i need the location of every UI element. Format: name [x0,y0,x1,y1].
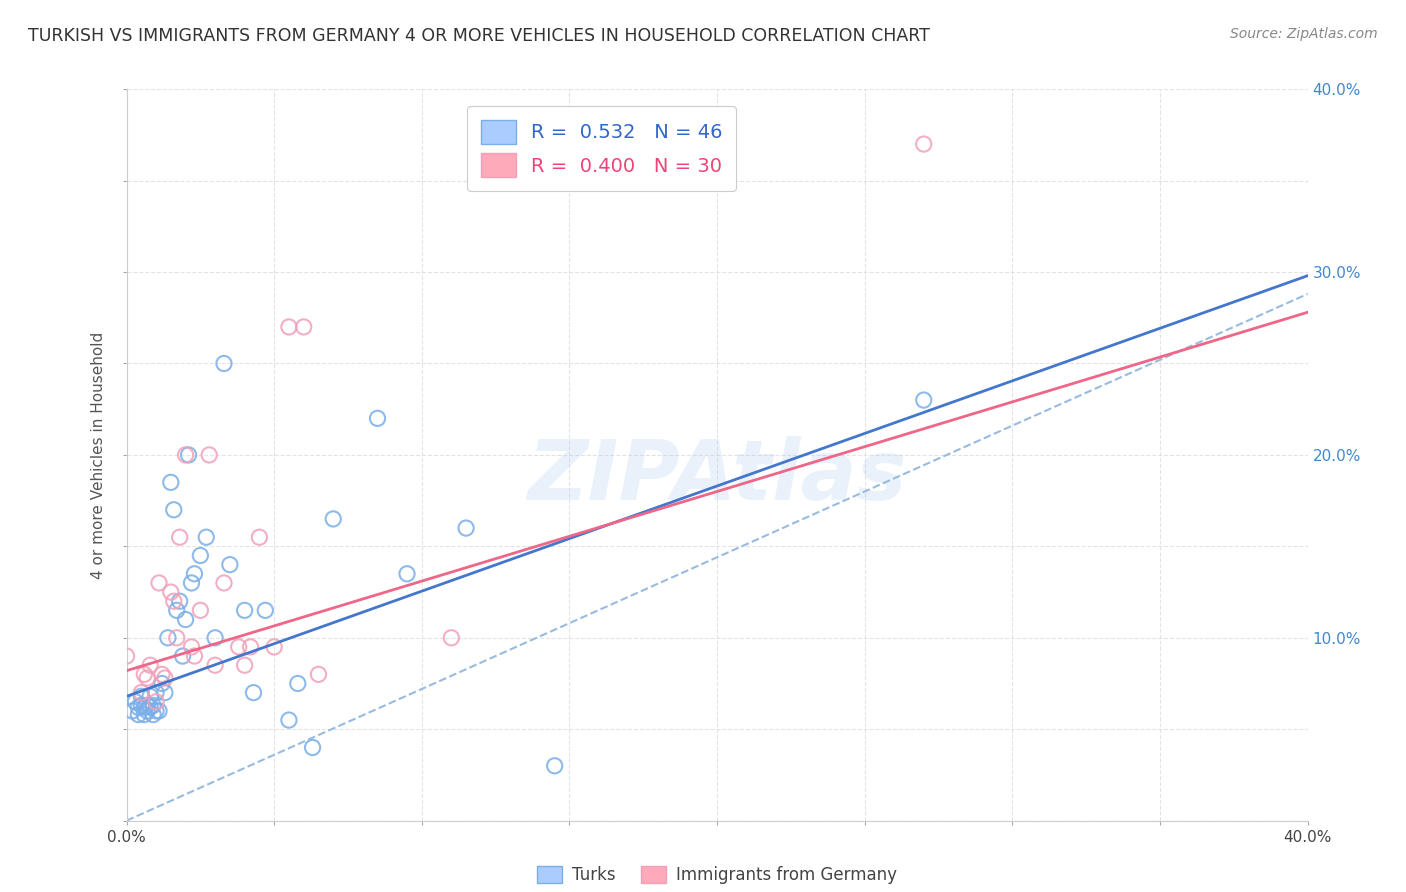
Point [543,758,565,772]
Point [127,707,149,722]
Point [440,631,463,645]
Point [183,566,205,581]
Point [134,707,156,722]
Point [219,558,242,572]
Point [115,649,138,664]
Point [174,613,197,627]
Point [204,658,226,673]
Point [307,667,329,681]
Point [153,685,176,699]
Legend: Turks, Immigrants from Germany: Turks, Immigrants from Germany [529,858,905,892]
Point [142,707,165,722]
Point [166,631,188,645]
Point [366,411,388,425]
Y-axis label: 4 or more Vehicles in Household: 4 or more Vehicles in Household [91,331,107,579]
Point [180,640,202,654]
Point [127,700,149,714]
Point [163,502,186,516]
Point [292,320,315,334]
Text: Source: ZipAtlas.com: Source: ZipAtlas.com [1230,27,1378,41]
Point [204,631,226,645]
Point [159,475,183,490]
Point [174,448,197,462]
Point [212,356,235,371]
Text: TURKISH VS IMMIGRANTS FROM GERMANY 4 OR MORE VEHICLES IN HOUSEHOLD CORRELATION C: TURKISH VS IMMIGRANTS FROM GERMANY 4 OR … [28,27,929,45]
Point [233,603,256,617]
Point [454,521,477,535]
Point [242,685,264,699]
Point [322,512,344,526]
Point [912,392,935,407]
Point [263,640,285,654]
Point [150,667,173,681]
Point [172,649,194,664]
Point [139,658,162,673]
Point [156,631,179,645]
Point [287,676,309,690]
Point [254,603,277,617]
Point [136,704,159,718]
Point [124,695,146,709]
Point [239,640,262,654]
Text: ZIPAtlas: ZIPAtlas [527,436,907,517]
Point [183,649,205,664]
Point [247,530,270,544]
Point [142,698,165,713]
Point [169,530,191,544]
Point [180,576,202,591]
Point [278,320,301,334]
Point [129,690,153,704]
Point [195,530,218,544]
Point [145,685,167,699]
Point [188,603,211,617]
Point [396,566,419,581]
Point [166,603,188,617]
Point [212,576,235,591]
Point [188,549,211,563]
Point [159,585,183,599]
Point [134,667,156,681]
Point [163,594,186,608]
Point [912,136,935,151]
Point [129,685,153,699]
Point [233,658,256,673]
Point [150,676,173,690]
Point [153,671,176,685]
Point [129,698,153,713]
Point [139,690,162,704]
Point [121,704,143,718]
Point [301,740,323,755]
Point [145,695,167,709]
Point [177,448,200,462]
Point [134,700,156,714]
Point [198,448,221,462]
Point [139,700,162,714]
Point [148,704,170,718]
Point [228,640,250,654]
Point [136,671,159,685]
Point [136,698,159,713]
Point [148,576,170,591]
Point [278,713,301,727]
Point [169,594,191,608]
Point [145,704,167,718]
